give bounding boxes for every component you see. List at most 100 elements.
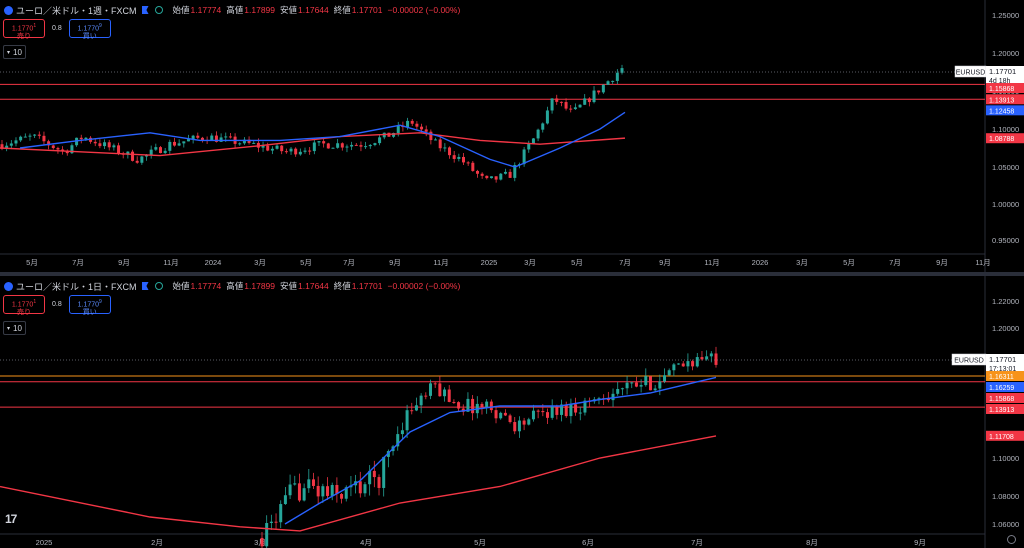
open-label: 始値 bbox=[172, 281, 190, 291]
slow-moving-average-line[interactable] bbox=[0, 435, 717, 532]
candle bbox=[663, 368, 667, 384]
candle bbox=[19, 135, 23, 143]
candle bbox=[288, 474, 292, 500]
candle bbox=[587, 97, 591, 107]
flag-icon[interactable] bbox=[141, 282, 149, 290]
candle bbox=[606, 80, 610, 86]
candle bbox=[79, 134, 83, 144]
candle bbox=[677, 363, 681, 365]
candle bbox=[644, 368, 648, 387]
level-price-badge[interactable]: 1.12458 bbox=[986, 105, 1024, 116]
symbol-title[interactable]: ユーロ／米ドル・1日・FXCM bbox=[16, 281, 137, 292]
level-price-badge[interactable]: 1.08788 bbox=[986, 133, 1024, 144]
level-price-badge[interactable]: 1.15868 bbox=[986, 393, 1024, 403]
candle bbox=[135, 156, 139, 164]
candle bbox=[182, 141, 186, 148]
legend-weekly: ユーロ／米ドル・1週・FXCM 始値 1.17774 高値 1.17899 安値 1.… bbox=[4, 3, 465, 17]
level-price-badge[interactable]: 1.16311 bbox=[986, 371, 1024, 381]
level-price-badge[interactable]: 1.15868 bbox=[986, 83, 1024, 93]
candle bbox=[695, 352, 699, 368]
time-tick-label: 5月 bbox=[474, 538, 486, 547]
low-value: 1.17644 bbox=[298, 5, 329, 15]
time-tick-label: 9月 bbox=[118, 258, 130, 267]
candle bbox=[545, 106, 549, 125]
chart-canvas-weekly[interactable]: 1.250001.200001.150001.100001.050001.000… bbox=[0, 0, 1024, 272]
candle bbox=[358, 471, 362, 498]
time-tick-label: 8月 bbox=[806, 538, 818, 547]
candle bbox=[228, 132, 232, 139]
candle bbox=[359, 141, 363, 152]
candle bbox=[513, 417, 517, 435]
candle bbox=[424, 125, 428, 137]
buy-button[interactable]: 1.17709 買い bbox=[68, 295, 111, 316]
sell-button[interactable]: 1.17701 売り bbox=[3, 19, 45, 40]
open-value: 1.17774 bbox=[190, 5, 222, 15]
chart-pane-daily[interactable]: 1.22000 1.20000 1.10000 1.08000 1.06000 2025 2… bbox=[0, 276, 1024, 548]
indicators-toggle[interactable]: ▾ 10 bbox=[3, 45, 26, 59]
symbol-price-tag[interactable]: EURUSD 1.17701 4d 18h bbox=[954, 65, 1024, 86]
candle bbox=[377, 474, 381, 496]
candle bbox=[606, 391, 610, 403]
candle bbox=[536, 409, 540, 419]
candle bbox=[686, 353, 690, 372]
sell-button[interactable]: 1.17701 売り bbox=[3, 295, 45, 316]
symbol-title[interactable]: ユーロ／米ドル・1週・FXCM bbox=[16, 5, 137, 16]
chart-canvas-daily[interactable]: 1.22000 1.20000 1.10000 1.08000 1.06000 2025 2… bbox=[0, 276, 1024, 548]
symbol-price-tag[interactable]: EURUSD 1.17701 17:13:01 bbox=[951, 353, 1024, 374]
candle bbox=[536, 128, 540, 142]
level-price-badge[interactable]: 1.16259 bbox=[986, 382, 1024, 392]
time-tick-label: 2026 bbox=[752, 258, 769, 267]
level-price-badge[interactable]: 1.13913 bbox=[986, 94, 1024, 105]
chart-pane-weekly[interactable]: 1.250001.200001.150001.100001.050001.000… bbox=[0, 0, 1024, 272]
pane-divider[interactable] bbox=[0, 272, 1024, 276]
candle bbox=[601, 84, 605, 94]
time-tick-label: 5月 bbox=[571, 258, 583, 267]
price-tick-label: 1.25000 bbox=[992, 11, 1019, 20]
candle bbox=[443, 143, 447, 152]
fast-moving-average-line[interactable] bbox=[284, 376, 717, 525]
sell-price-sup: 1 bbox=[33, 23, 37, 29]
buy-button[interactable]: 1.17709 買い bbox=[68, 19, 111, 40]
candle bbox=[448, 146, 452, 159]
candle bbox=[471, 160, 475, 172]
candle bbox=[550, 98, 554, 114]
time-tick-label: 11月 bbox=[163, 258, 178, 267]
candle bbox=[37, 131, 41, 139]
price-tick-label: 1.22000 bbox=[992, 297, 1019, 306]
settings-icon[interactable] bbox=[1007, 535, 1016, 544]
level-price-label: 1.13913 bbox=[989, 407, 1014, 414]
candle bbox=[322, 137, 326, 148]
candle bbox=[564, 98, 568, 111]
fast-moving-average-line[interactable] bbox=[19, 111, 626, 168]
candle bbox=[639, 379, 643, 393]
candle bbox=[714, 346, 718, 368]
candle bbox=[583, 94, 587, 106]
candle bbox=[667, 368, 671, 376]
time-tick-label: 2024 bbox=[205, 258, 222, 267]
candle bbox=[564, 401, 568, 418]
candle bbox=[531, 404, 535, 422]
time-tick-label: 9月 bbox=[389, 258, 401, 267]
slow-moving-average-line[interactable] bbox=[0, 132, 626, 157]
flag-icon[interactable] bbox=[141, 6, 149, 14]
time-tick-label: 4月 bbox=[360, 538, 372, 547]
tradingview-logo-icon[interactable]: 17 bbox=[5, 512, 17, 526]
candle bbox=[634, 376, 638, 388]
candle bbox=[33, 134, 37, 139]
level-price-badge[interactable]: 1.13913 bbox=[986, 404, 1024, 414]
candle bbox=[462, 152, 466, 165]
indicators-toggle[interactable]: ▾ 10 bbox=[3, 321, 26, 335]
candle bbox=[168, 139, 172, 154]
time-tick-label: 3月 bbox=[524, 258, 536, 267]
time-tick-label: 9月 bbox=[936, 258, 948, 267]
candle bbox=[499, 172, 503, 181]
candle bbox=[405, 404, 409, 439]
candle bbox=[289, 147, 293, 155]
candle bbox=[396, 426, 400, 451]
candle bbox=[691, 359, 695, 371]
candle bbox=[107, 139, 111, 151]
level-price-badge[interactable]: 1.11708 bbox=[986, 430, 1024, 441]
candle bbox=[513, 162, 517, 182]
time-tick-label: 3月 bbox=[254, 258, 266, 267]
candle bbox=[311, 472, 315, 489]
